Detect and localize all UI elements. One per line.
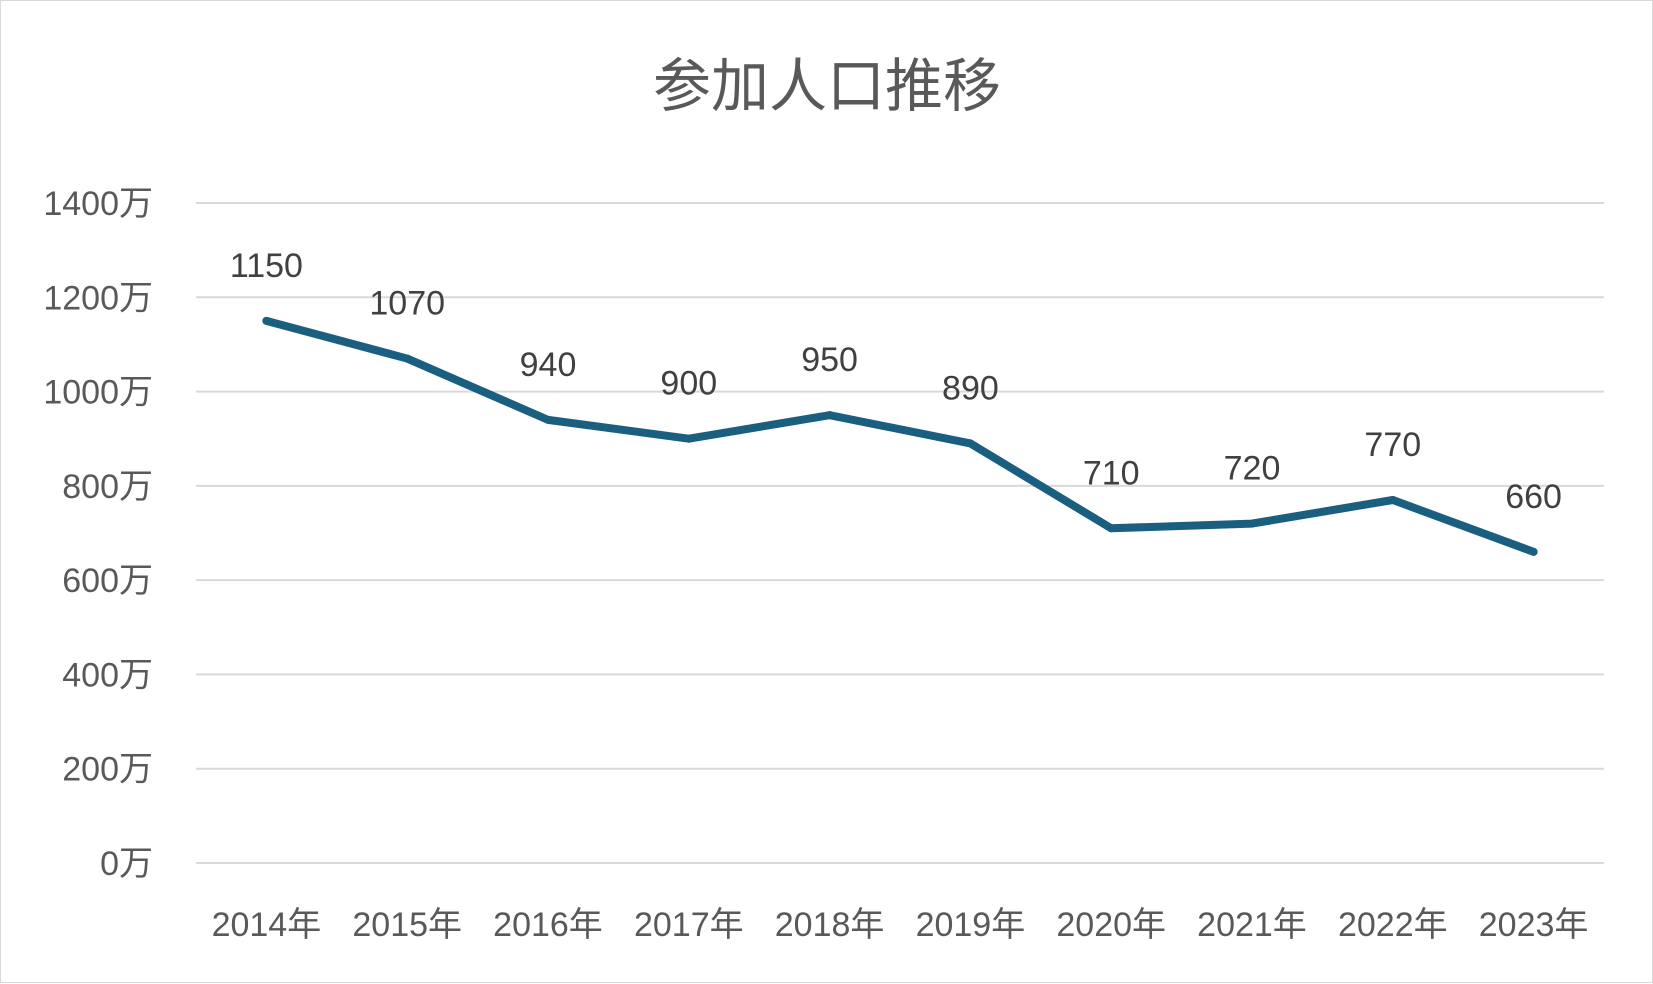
data-label: 710	[1083, 454, 1140, 492]
x-tick-label: 2017年	[634, 906, 744, 944]
x-tick-label: 2023年	[1479, 906, 1589, 944]
x-tick-label: 2020年	[1056, 906, 1166, 944]
x-tick-label: 2015年	[352, 906, 462, 944]
data-label: 940	[520, 346, 577, 384]
data-label: 660	[1505, 478, 1562, 516]
x-tick-label: 2014年	[212, 906, 322, 944]
data-point	[1107, 524, 1116, 533]
data-label: 770	[1364, 426, 1421, 464]
y-axis-ticks: 0万 200万 400万 600万 800万 1000万 1200万 1400万	[43, 185, 153, 883]
data-point	[684, 434, 693, 443]
y-tick-label: 400万	[62, 656, 153, 694]
x-tick-label: 2019年	[916, 906, 1026, 944]
data-label: 890	[942, 369, 999, 407]
data-label: 720	[1224, 450, 1281, 488]
data-point	[825, 411, 834, 420]
data-point	[1388, 496, 1397, 504]
y-tick-label: 0万	[100, 845, 153, 883]
gridlines	[196, 202, 1604, 864]
y-tick-label: 1000万	[43, 374, 153, 412]
data-label: 900	[660, 365, 717, 403]
data-label: 1070	[369, 285, 445, 323]
x-tick-label: 2021年	[1197, 906, 1307, 944]
data-point	[262, 316, 271, 325]
data-point	[966, 439, 975, 448]
x-axis-ticks: 2014年 2015年 2016年 2017年 2018年 2019年 2020年 2021年…	[212, 906, 1589, 944]
x-tick-label: 2018年	[775, 906, 885, 944]
chart-title: 参加人口推移	[653, 52, 1001, 120]
data-label: 950	[801, 341, 858, 379]
data-point	[1529, 547, 1538, 556]
y-tick-label: 1400万	[43, 185, 153, 223]
series-layer	[262, 316, 1538, 556]
data-point	[1248, 519, 1256, 528]
y-tick-label: 600万	[62, 562, 153, 600]
y-tick-label: 1200万	[43, 279, 153, 317]
y-tick-label: 800万	[62, 468, 153, 506]
y-tick-label: 200万	[62, 751, 153, 789]
data-point	[403, 354, 412, 363]
data-label: 1150	[230, 247, 303, 285]
data-point	[544, 415, 552, 424]
series-line	[262, 316, 1538, 556]
data-labels: 1150 1070 940 900 950 890 710 720 770 660	[230, 247, 1562, 516]
x-tick-label: 2022年	[1338, 906, 1448, 944]
x-tick-label: 2016年	[493, 906, 603, 944]
